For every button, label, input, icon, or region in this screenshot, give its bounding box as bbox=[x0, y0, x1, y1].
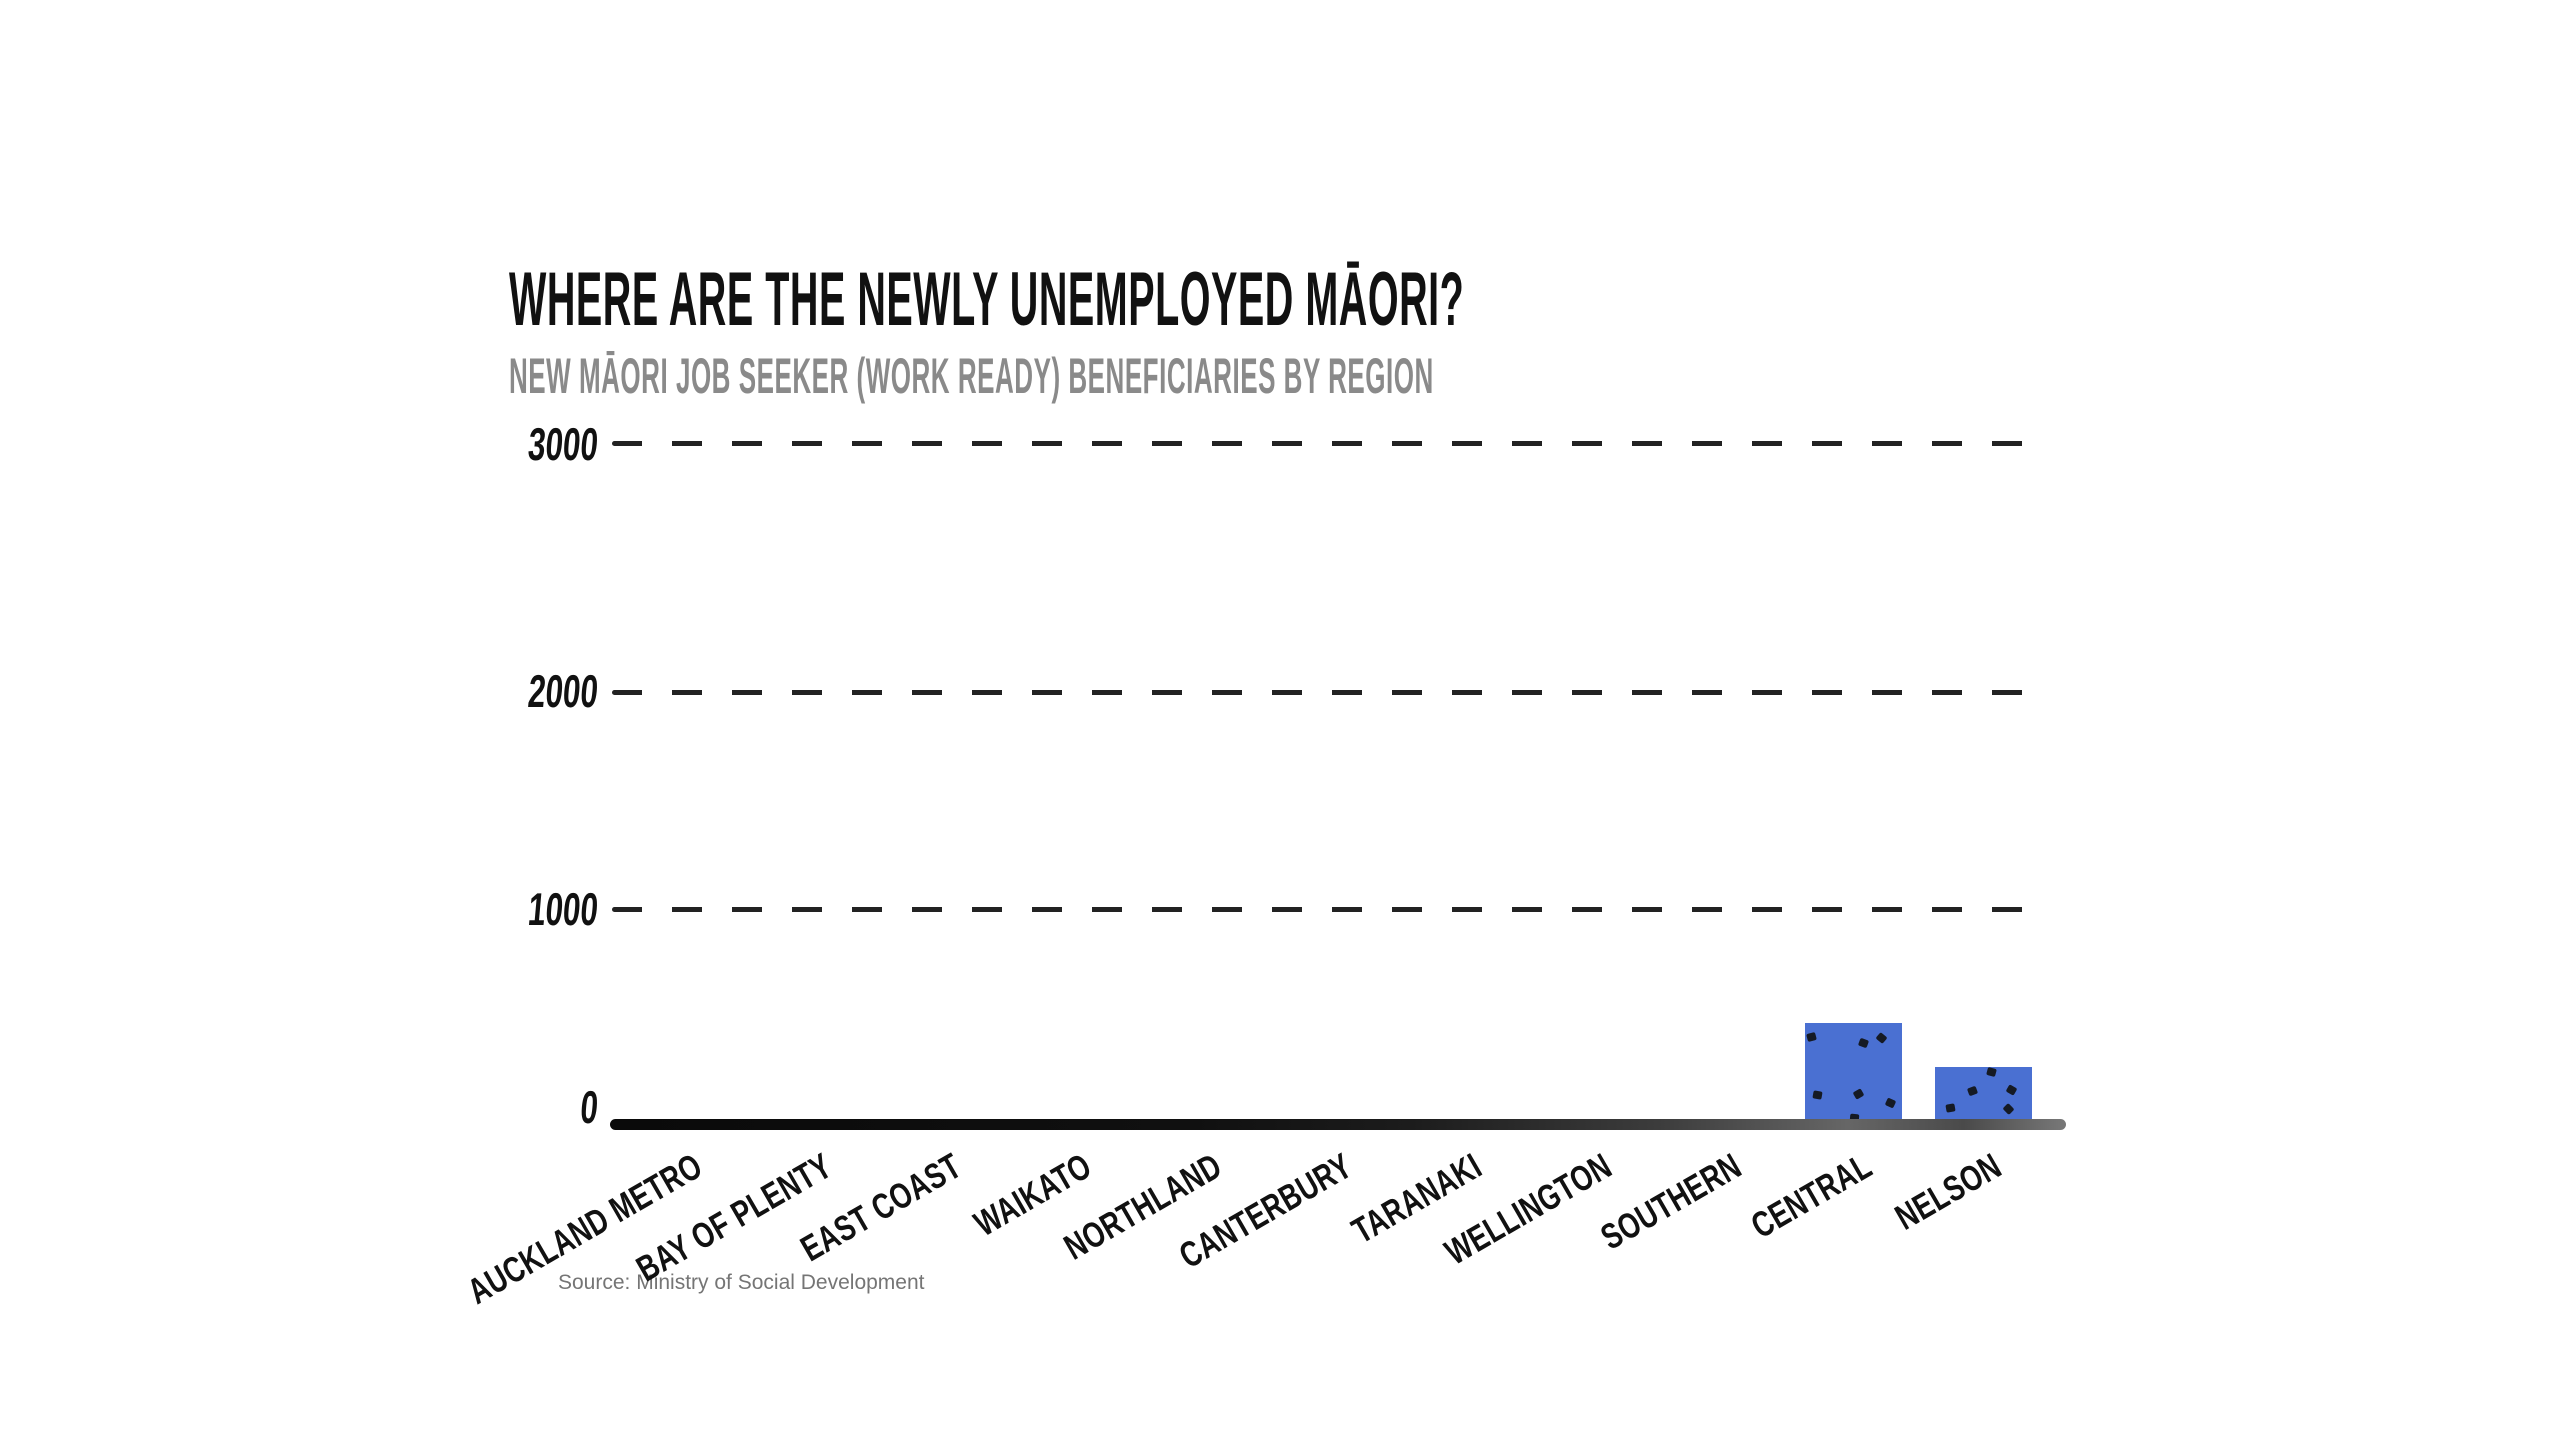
source-note: Source: Ministry of Social Development bbox=[558, 1271, 925, 1294]
x-tick-label-southern: SOUTHERN bbox=[1594, 1144, 1749, 1258]
bar-speckle bbox=[1857, 1037, 1870, 1049]
bar-speckle bbox=[2005, 1084, 2018, 1096]
bar-speckle bbox=[1806, 1031, 1817, 1043]
gridline-3000 bbox=[612, 441, 2038, 446]
y-tick-label-0: 0 bbox=[578, 1081, 601, 1133]
bar-speckle bbox=[1986, 1067, 1997, 1078]
x-axis-line bbox=[610, 1119, 2066, 1130]
bar-nelson bbox=[1935, 1067, 2032, 1129]
y-tick-label-2000: 2000 bbox=[526, 665, 601, 717]
bar-speckle bbox=[2002, 1102, 2015, 1116]
x-tick-label-central: CENTRAL bbox=[1744, 1144, 1879, 1247]
bar-speckle bbox=[1852, 1088, 1865, 1100]
x-tick-label-nelson: NELSON bbox=[1888, 1144, 2009, 1238]
gridline-2000 bbox=[612, 690, 2038, 695]
bar-speckle bbox=[1884, 1097, 1897, 1109]
chart-subtitle: NEW MĀORI JOB SEEKER (WORK READY) BENEFI… bbox=[509, 348, 1434, 404]
bar-speckle bbox=[1875, 1032, 1888, 1044]
bar-central bbox=[1805, 1023, 1902, 1129]
bar-speckle bbox=[1945, 1103, 1956, 1113]
bar-speckle bbox=[1812, 1090, 1823, 1100]
y-tick-label-3000: 3000 bbox=[526, 418, 601, 470]
gridline-1000 bbox=[612, 907, 2038, 912]
bar-speckle bbox=[1966, 1085, 1979, 1097]
y-tick-label-1000: 1000 bbox=[526, 883, 601, 935]
chart-title: WHERE ARE THE NEWLY UNEMPLOYED MĀORI? bbox=[509, 257, 1465, 342]
